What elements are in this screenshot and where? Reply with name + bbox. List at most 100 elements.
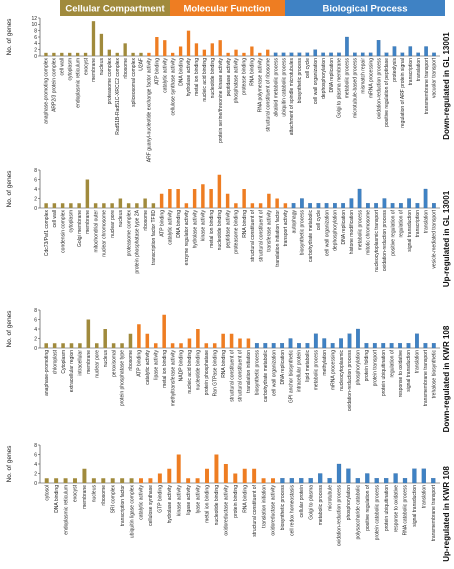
bar bbox=[123, 43, 127, 56]
bar bbox=[432, 203, 436, 209]
bar bbox=[82, 468, 87, 483]
x-tick-label: endoplasmic reticulum bbox=[63, 485, 69, 535]
bar bbox=[44, 52, 48, 56]
x-tick-label: metabolic process bbox=[314, 350, 320, 391]
header-biological-process-label: Biological Process bbox=[322, 4, 407, 15]
x-tick-label: carbohydrate metabolic bbox=[263, 350, 269, 402]
bar bbox=[280, 478, 285, 484]
y-axis-label: No. of genes bbox=[6, 445, 13, 483]
x-tick-label: DNA binding bbox=[54, 485, 60, 513]
y-tick-label: 2 bbox=[34, 471, 37, 477]
bar bbox=[283, 203, 288, 208]
x-tick-label: nucleotide binding bbox=[214, 485, 220, 526]
x-tick-label: protein binding bbox=[233, 485, 239, 518]
x-tick-label: oxidoreductase activity bbox=[271, 485, 277, 536]
x-tick-label: mRNA processing bbox=[330, 350, 336, 390]
y-tick-label: 6 bbox=[34, 177, 37, 183]
x-tick-label: transferase activity bbox=[267, 210, 273, 252]
y-tick-label: 12 bbox=[31, 16, 37, 22]
x-tick-label: translation bbox=[415, 350, 421, 373]
bar bbox=[252, 468, 257, 483]
bar bbox=[143, 198, 147, 208]
x-tick-label: signal transduction bbox=[406, 350, 412, 392]
bar bbox=[384, 478, 389, 484]
x-tick-label: nucleic acid binding bbox=[187, 350, 193, 394]
bar bbox=[432, 52, 436, 57]
bar bbox=[151, 203, 156, 208]
y-tick-label: 8 bbox=[34, 308, 37, 314]
bar bbox=[139, 478, 143, 483]
bar bbox=[415, 203, 420, 209]
x-tick-label: DNA replication bbox=[280, 350, 286, 385]
x-tick-label: nucleus bbox=[103, 350, 109, 368]
bar bbox=[187, 338, 192, 348]
bar bbox=[201, 184, 205, 208]
x-tick-label: nucleocytoplasmic bbox=[339, 350, 345, 391]
x-tick-label: cell wall organization bbox=[313, 58, 319, 104]
y-tick-label: 2 bbox=[34, 336, 37, 342]
bar bbox=[263, 343, 268, 349]
x-tick-label: structural constituent of bbox=[250, 209, 256, 261]
bar bbox=[186, 30, 191, 56]
bar bbox=[83, 52, 88, 56]
bar bbox=[273, 52, 278, 57]
bar bbox=[209, 189, 213, 208]
x-tick-label: oxidation-reduction process bbox=[347, 350, 353, 412]
bar bbox=[128, 333, 133, 348]
x-tick-label: peptidase activity bbox=[225, 210, 231, 249]
x-tick-label: endoplasmic reticulum bbox=[75, 58, 81, 108]
bar bbox=[218, 40, 222, 56]
bar bbox=[163, 40, 167, 56]
bar bbox=[392, 46, 397, 57]
x-tick-label: Cdc73/Paf1 complex bbox=[44, 210, 50, 257]
bar bbox=[102, 203, 106, 208]
x-tick-label: ATP binding bbox=[155, 58, 161, 85]
bar bbox=[171, 52, 175, 56]
bar bbox=[192, 189, 197, 208]
y-axis-label: No. of genes bbox=[6, 18, 13, 56]
bar bbox=[155, 37, 159, 56]
x-tick-label: vacuolar transport bbox=[432, 57, 438, 98]
bar bbox=[242, 189, 246, 208]
x-tick-label: RNA binding bbox=[242, 485, 248, 513]
bar bbox=[389, 343, 394, 349]
bar bbox=[281, 52, 286, 57]
header-biological-process bbox=[285, 0, 445, 16]
bar bbox=[280, 343, 285, 349]
x-tick-label: ARP2/3 protein complex bbox=[52, 58, 58, 112]
x-tick-label: ATP binding bbox=[137, 350, 143, 377]
x-tick-label: membrane bbox=[85, 210, 91, 234]
x-tick-label: lipase activity bbox=[153, 350, 159, 380]
x-tick-label: hydrolase activity bbox=[186, 58, 192, 97]
panel-title: Down-regulated in GL 13001 bbox=[442, 32, 451, 140]
x-tick-label: extracellular region bbox=[69, 350, 75, 392]
y-tick-label: 0 bbox=[34, 346, 37, 352]
x-tick-label: cell wall organization bbox=[271, 350, 277, 396]
bar bbox=[347, 333, 352, 349]
y-tick-label: 10 bbox=[31, 22, 37, 28]
y-tick-label: 0 bbox=[34, 54, 37, 60]
bar bbox=[68, 52, 72, 56]
x-tick-label: nucleic acid binding bbox=[202, 58, 208, 102]
bar bbox=[250, 46, 254, 56]
x-tick-label: cellular protein bbox=[299, 485, 305, 518]
bar bbox=[148, 478, 153, 483]
bar bbox=[217, 174, 222, 208]
x-tick-label: exocyst bbox=[83, 57, 89, 75]
bar bbox=[162, 314, 166, 348]
x-tick-label: catalytic activity bbox=[162, 58, 168, 93]
x-tick-label: nuclear chromosome bbox=[102, 210, 108, 257]
y-tick-label: 6 bbox=[34, 317, 37, 323]
bar bbox=[52, 52, 56, 56]
x-tick-label: structural constituent of bbox=[229, 349, 235, 401]
x-tick-label: translation bbox=[423, 210, 429, 233]
bar bbox=[400, 52, 405, 57]
bar bbox=[261, 478, 266, 483]
bar bbox=[324, 203, 329, 209]
bar bbox=[184, 203, 189, 208]
bar bbox=[137, 324, 141, 348]
bar bbox=[233, 473, 238, 483]
x-tick-label: positive regulation of peptidase bbox=[384, 58, 390, 127]
x-tick-label: biosynthetic process bbox=[255, 350, 261, 396]
x-tick-label: ribosome bbox=[101, 485, 107, 506]
